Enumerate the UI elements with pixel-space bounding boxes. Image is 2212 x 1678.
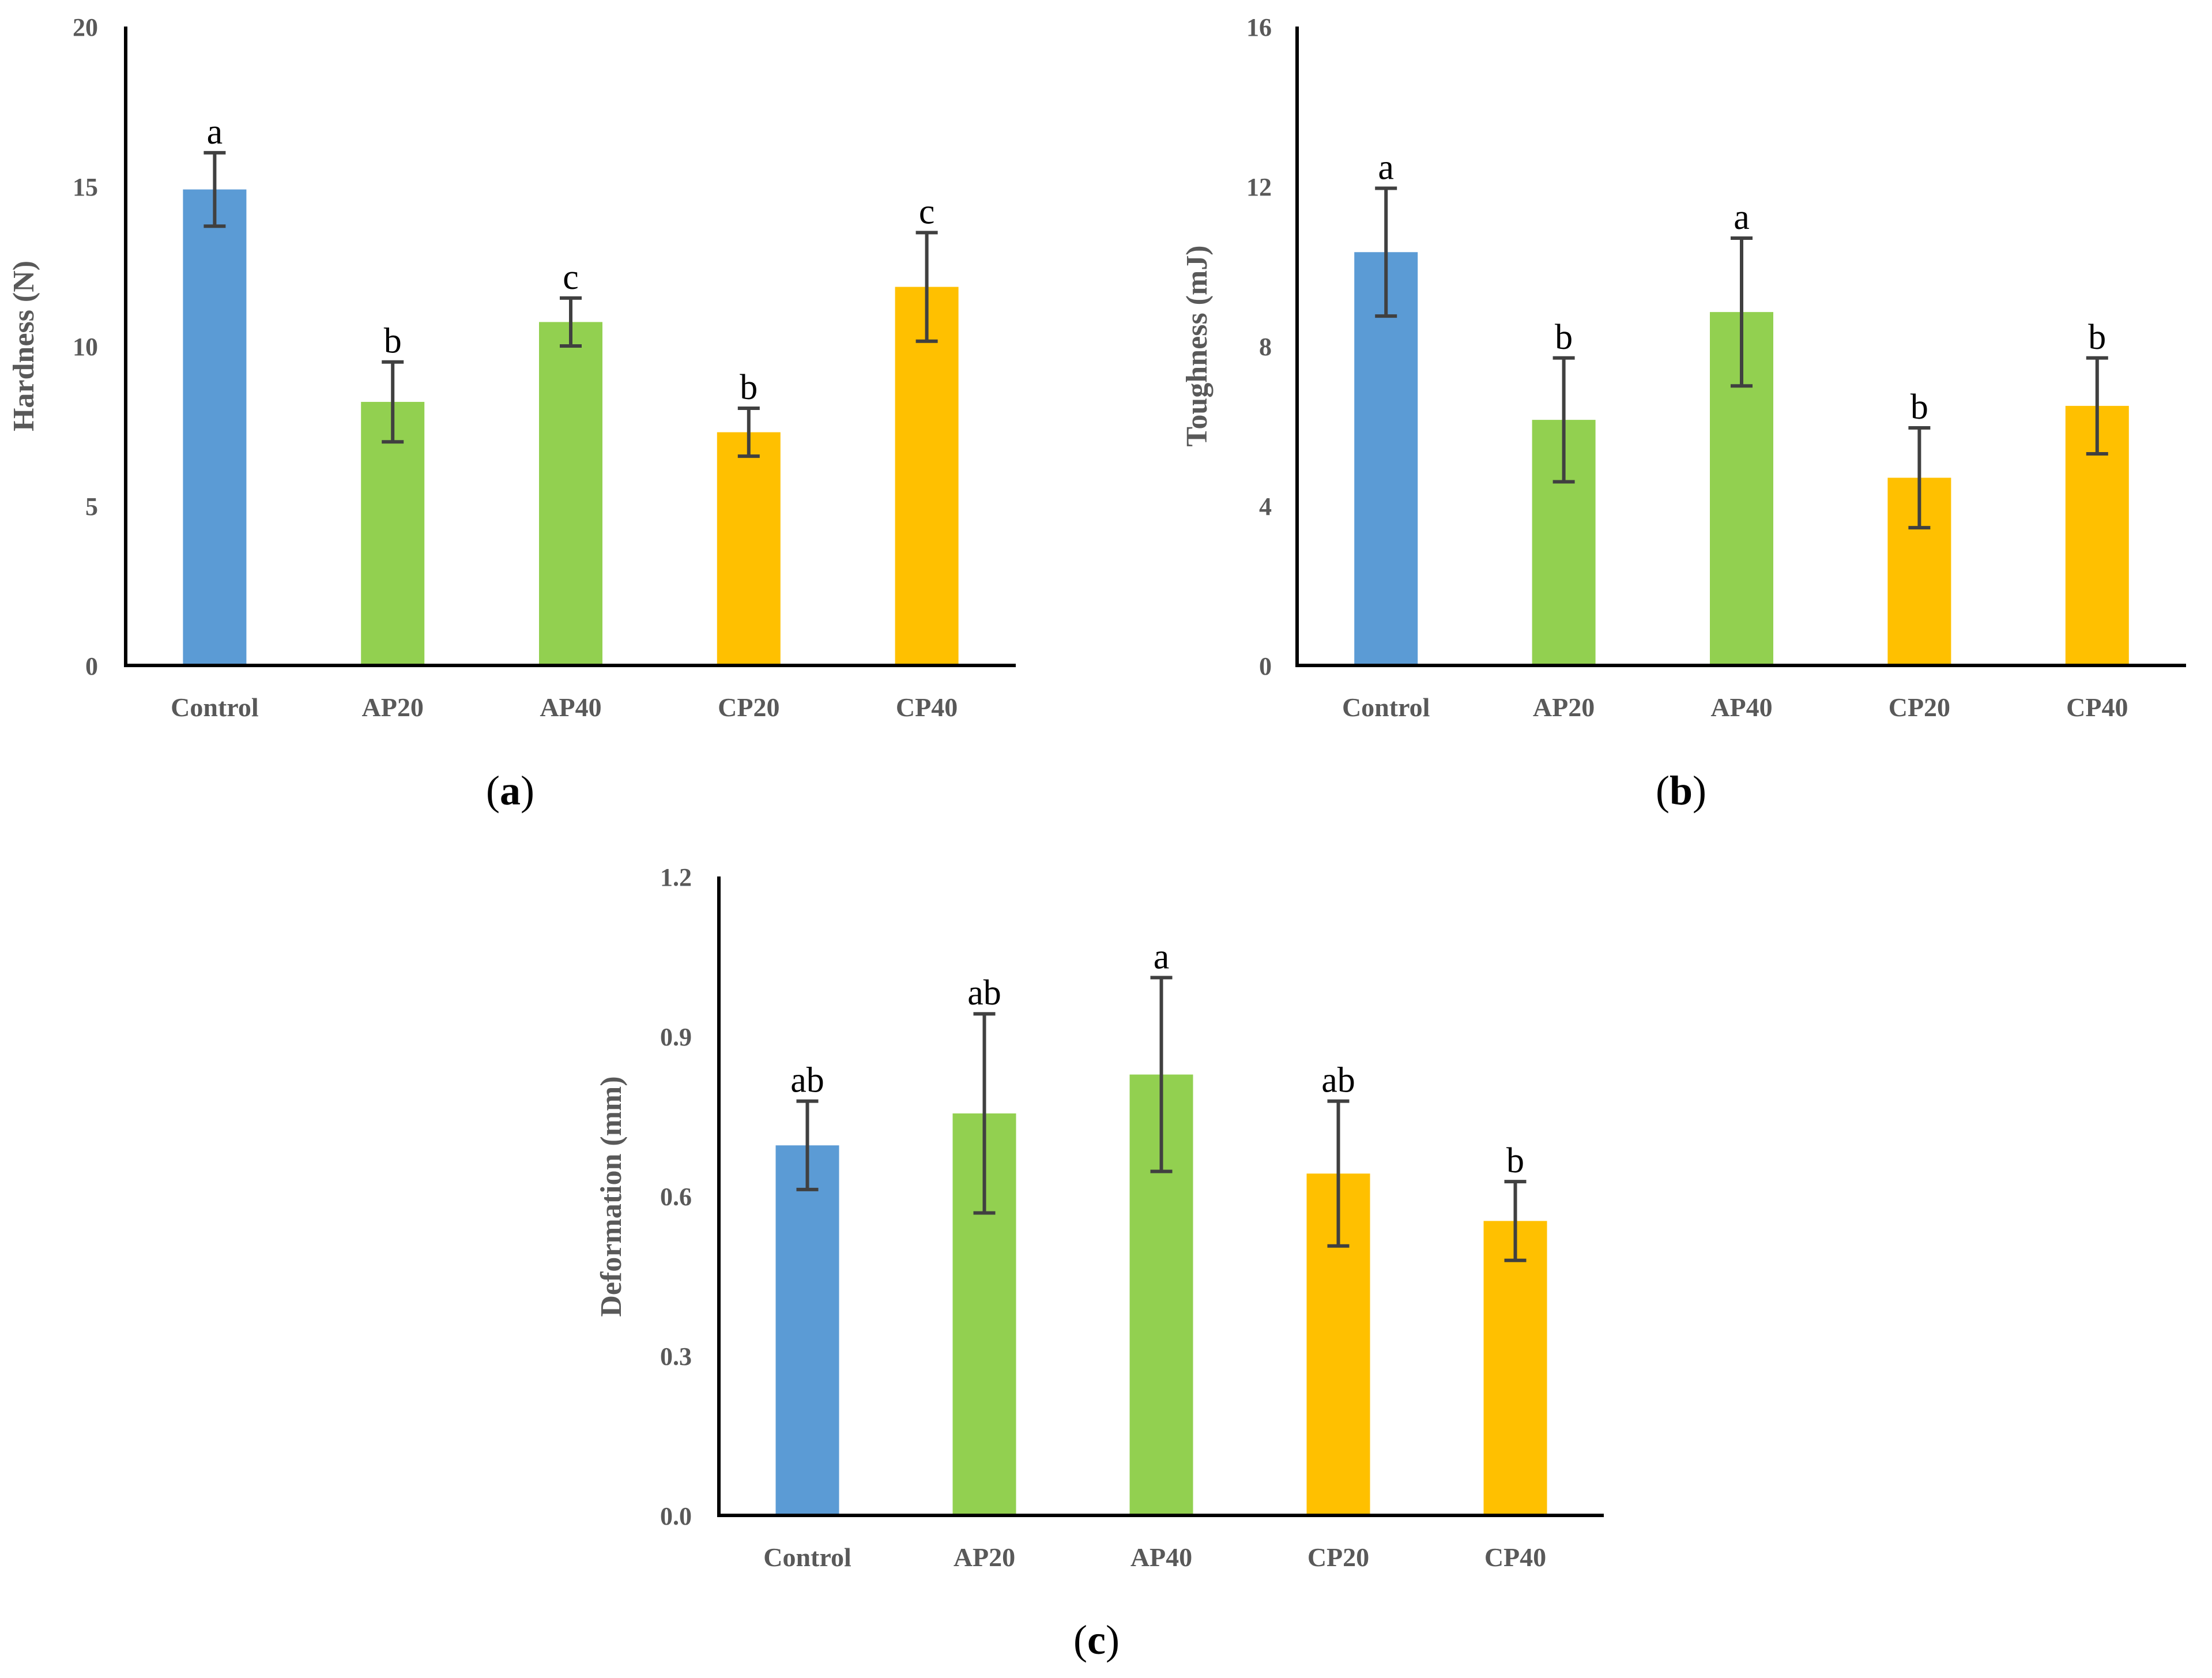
x-tick-label: CP40 <box>1484 1542 1546 1572</box>
bar-control <box>1354 252 1418 665</box>
x-tick-label: AP40 <box>1131 1542 1192 1572</box>
bar-ap40 <box>539 322 602 665</box>
x-tick-label: CP40 <box>2066 693 2128 722</box>
x-tick-label: CP20 <box>718 693 779 722</box>
panel-label-letter: b <box>1670 767 1693 814</box>
significance-letter: b <box>2088 318 2106 357</box>
panel-label: (b) <box>1656 767 1706 814</box>
y-tick-label: 10 <box>73 333 98 361</box>
error-bar-cp20 <box>1327 1099 1350 1248</box>
significance-letter: b <box>384 322 402 361</box>
panel-label-open: ( <box>1073 1617 1087 1663</box>
panel-label-close: ) <box>1693 767 1706 814</box>
error-bar-cp20 <box>737 407 760 458</box>
error-bar-ap40 <box>1150 976 1173 1173</box>
error-bar-ap20 <box>382 360 404 444</box>
y-tick-label: 5 <box>85 492 98 521</box>
y-tick-label: 0 <box>1259 652 1272 680</box>
x-tick-label: AP20 <box>1533 693 1595 722</box>
error-bar-ap40 <box>1731 236 1753 388</box>
bar-cp40 <box>895 287 959 665</box>
significance-letter: b <box>1555 318 1573 357</box>
x-tick-label: AP20 <box>954 1542 1015 1572</box>
bar-ap20 <box>361 401 425 665</box>
y-tick-label: 16 <box>1246 13 1272 42</box>
panel-label: (a) <box>486 767 534 814</box>
significance-letter: c <box>563 258 579 297</box>
y-tick-label: 20 <box>73 13 98 42</box>
bar-cp40 <box>1483 1221 1547 1515</box>
error-bar-ap20 <box>1552 356 1575 484</box>
significance-letter: a <box>1734 198 1750 237</box>
significance-letter: c <box>919 192 935 231</box>
x-tick-label: Control <box>1342 693 1430 722</box>
y-tick-label: 12 <box>1246 173 1272 201</box>
y-axis-title: Deformation (mm) <box>595 1076 628 1316</box>
bar-cp20 <box>717 432 781 665</box>
x-tick-label: CP20 <box>1889 693 1950 722</box>
error-bar-ap20 <box>973 1012 996 1215</box>
error-bar-control <box>796 1099 819 1191</box>
significance-letter: ab <box>790 1061 824 1100</box>
significance-letter: b <box>1910 387 1928 427</box>
chart-c: ab Control ab AP20 a AP40 ab CP20 b CP40 0.0 0.3 0.6… <box>595 863 1604 1663</box>
y-tick-label: 8 <box>1259 333 1272 361</box>
y-axis-title: Toughness (mJ) <box>1181 245 1214 446</box>
significance-letter: a <box>1378 148 1394 187</box>
error-bar-cp40 <box>1504 1180 1527 1262</box>
significance-letter: ab <box>1321 1061 1355 1100</box>
x-tick-label: AP40 <box>1710 693 1772 722</box>
panel-label-letter: a <box>500 767 521 814</box>
error-bar-control <box>204 151 226 228</box>
y-tick-label: 0.3 <box>660 1342 692 1371</box>
bar-control <box>183 189 247 665</box>
y-axis-title: Hardness (N) <box>7 261 40 431</box>
y-tick-label: 4 <box>1259 492 1272 521</box>
x-tick-label: AP40 <box>540 693 601 722</box>
y-tick-label: 15 <box>73 173 98 201</box>
bar-control <box>775 1145 839 1515</box>
y-tick-label: 0 <box>85 652 98 680</box>
panel-label-open: ( <box>1656 767 1670 814</box>
y-tick-label: 0.6 <box>660 1183 692 1211</box>
panel-label-close: ) <box>521 767 534 814</box>
chart-a: a Control b AP20 c AP40 b CP20 c CP40 0 5 10 15 20 Hard… <box>7 13 1016 814</box>
y-tick-label: 1.2 <box>660 863 692 891</box>
panel-label-open: ( <box>486 767 500 814</box>
x-tick-label: Control <box>171 693 259 722</box>
chart-b: a Control b AP20 a AP40 b CP20 b CP40 0 4 8 12 16 Tough… <box>1181 13 2186 814</box>
y-tick-label: 0.0 <box>660 1502 692 1530</box>
significance-letter: a <box>207 112 223 152</box>
significance-letter: b <box>740 368 758 407</box>
panel-label: (c) <box>1073 1617 1120 1663</box>
panel-label-letter: c <box>1087 1617 1106 1663</box>
significance-letter: b <box>1506 1141 1524 1180</box>
error-bar-cp40 <box>2086 356 2108 456</box>
significance-letter: ab <box>967 973 1001 1013</box>
x-tick-label: CP40 <box>896 693 958 722</box>
error-bar-cp40 <box>915 231 938 343</box>
x-tick-label: CP20 <box>1307 1542 1369 1572</box>
y-tick-label: 0.9 <box>660 1023 692 1051</box>
x-tick-label: Control <box>763 1542 851 1572</box>
error-bar-control <box>1375 186 1397 318</box>
x-tick-label: AP20 <box>362 693 424 722</box>
panel-label-close: ) <box>1106 1617 1120 1663</box>
error-bar-cp20 <box>1908 426 1931 530</box>
significance-letter: a <box>1154 937 1170 976</box>
error-bar-ap40 <box>560 296 582 348</box>
